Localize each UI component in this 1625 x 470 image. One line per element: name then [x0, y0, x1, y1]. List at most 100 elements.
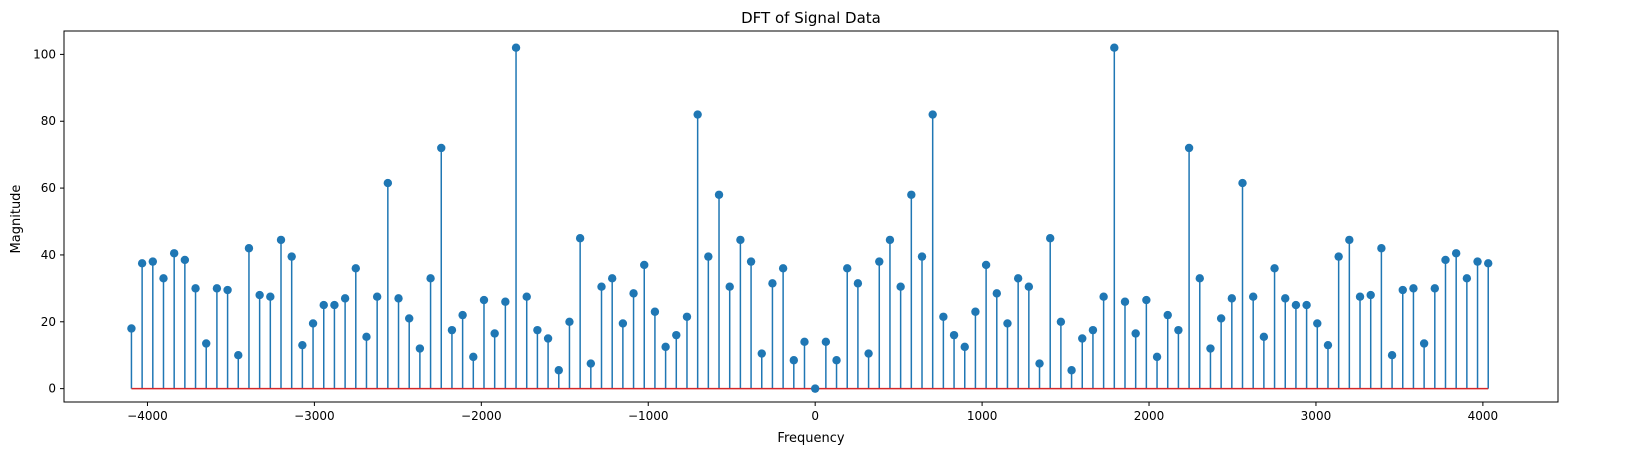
stem-marker — [1195, 274, 1204, 283]
stem-marker — [885, 235, 895, 245]
x-tick-label: −3000 — [294, 409, 335, 423]
stem-marker — [1078, 334, 1087, 343]
stem-marker — [672, 330, 681, 340]
stem-marker — [917, 252, 927, 261]
stem-marker — [1291, 300, 1301, 310]
stem-marker — [287, 252, 296, 261]
x-tick-label: −2000 — [461, 409, 502, 423]
y-tick-label: 20 — [41, 315, 56, 329]
stem-marker — [832, 356, 841, 365]
stem-marker — [607, 274, 617, 283]
stem-marker — [372, 292, 382, 301]
stem-marker — [778, 264, 788, 273]
stem-marker — [597, 282, 606, 291]
stem-marker — [1430, 284, 1440, 293]
stem-marker — [1484, 259, 1493, 268]
stem-marker — [1206, 344, 1215, 353]
stem-marker — [768, 279, 777, 288]
stem-marker — [1387, 351, 1397, 360]
stem-marker — [981, 260, 991, 270]
stem-marker — [490, 329, 499, 338]
stem-marker — [1003, 319, 1012, 328]
stem-marker — [714, 190, 724, 199]
stem-marker — [127, 324, 136, 333]
x-tick-label: 1000 — [967, 409, 998, 423]
stem-marker — [1313, 319, 1322, 328]
markers-layer — [127, 43, 1493, 393]
stem-marker — [191, 284, 200, 293]
stem-marker — [469, 352, 478, 362]
stem-marker — [298, 340, 307, 350]
stem-marker — [1067, 366, 1076, 375]
x-tick-label: −4000 — [127, 409, 168, 423]
stem-marker — [650, 307, 660, 316]
stem-marker — [821, 337, 831, 347]
stem-marker — [1035, 359, 1044, 368]
x-tick-label: −1000 — [628, 409, 669, 423]
stem-marker — [1419, 339, 1429, 348]
stem-marker — [960, 342, 969, 352]
stem-marker — [1046, 234, 1055, 243]
y-tick-label: 40 — [41, 248, 56, 262]
stem-marker — [511, 43, 521, 52]
stem-marker — [1120, 297, 1130, 306]
stem-marker — [1184, 143, 1194, 153]
stem-marker — [565, 317, 574, 326]
stem-marker — [949, 330, 959, 340]
x-tick-label: 0 — [811, 409, 819, 423]
stem-marker — [1473, 257, 1482, 266]
stem-marker — [640, 260, 649, 270]
stem-marker — [810, 384, 820, 393]
stem-marker — [351, 264, 360, 273]
stem-marker — [330, 300, 339, 310]
stem-marker — [746, 257, 756, 266]
stem-marker — [202, 339, 211, 348]
stem-marker — [682, 312, 692, 321]
stem-marker — [928, 110, 937, 119]
x-axis-label: Frequency — [777, 431, 844, 446]
stem-marker — [1270, 264, 1279, 273]
stem-marker — [479, 295, 489, 305]
stem-marker — [1377, 244, 1386, 253]
stem-marker — [426, 274, 435, 283]
stem-marker — [693, 110, 702, 119]
stem-marker — [522, 292, 531, 301]
stem-marker — [843, 264, 852, 273]
stem-marker — [1088, 325, 1098, 335]
stem-marker — [501, 297, 510, 306]
stem-marker — [266, 292, 275, 301]
stem-marker — [1152, 352, 1162, 362]
stem-marker — [169, 249, 179, 258]
stem-marker — [618, 319, 628, 328]
stem-marker — [137, 259, 147, 268]
stem-marker — [223, 285, 232, 295]
plot-frame — [63, 30, 1559, 403]
stem-marker — [1334, 252, 1343, 261]
axes-layer: −4000 −3000 −2000 −1000 0 1000 2000 3000 4000 0 20… — [33, 30, 1559, 423]
stem-marker — [800, 337, 809, 347]
stem-marker — [1142, 295, 1151, 305]
chart-title: DFT of Signal Data — [741, 9, 881, 27]
stem-marker — [586, 359, 596, 368]
stem-marker — [180, 255, 190, 265]
stem-marker — [405, 314, 414, 323]
stem-marker — [1345, 235, 1354, 245]
stem-marker — [212, 284, 222, 293]
y-tick-label: 60 — [41, 181, 56, 195]
stem-marker — [1281, 294, 1290, 303]
stem-marker — [939, 312, 948, 321]
stem-marker — [1174, 325, 1183, 335]
stem-marker — [340, 294, 350, 303]
x-tick-label: 4000 — [1468, 409, 1499, 423]
stem-marker — [1462, 274, 1472, 283]
stem-marker — [907, 190, 916, 199]
stem-marker — [875, 257, 884, 266]
stem-marker — [1110, 43, 1119, 52]
stem-marker — [1366, 290, 1375, 300]
stem-marker — [1248, 292, 1258, 301]
stem-marker — [1441, 255, 1450, 265]
stem-marker — [1163, 310, 1172, 320]
y-tick-label: 100 — [33, 47, 56, 61]
x-tick-label: 2000 — [1134, 409, 1165, 423]
